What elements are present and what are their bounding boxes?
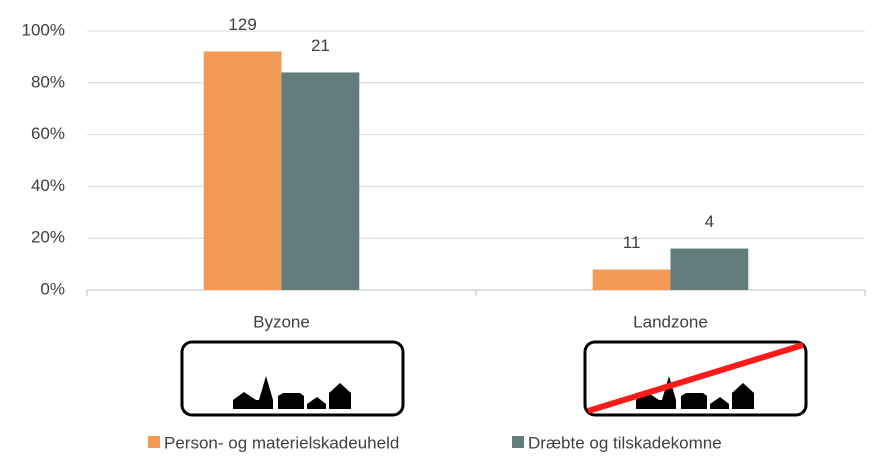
data-label: 4 [705,212,714,231]
bar [670,248,749,290]
byzone-sign [180,340,405,417]
bar [281,72,360,290]
bar [592,269,671,290]
y-tick-label: 100% [22,20,65,39]
data-label: 11 [623,233,641,252]
x-tick-label: Byzone [253,312,310,331]
data-label: 21 [311,36,330,55]
data-label: 129 [228,15,256,34]
legend-swatch [148,436,160,448]
legend-swatch [512,436,524,448]
y-tick-label: 20% [31,228,65,247]
y-tick-label: 40% [31,176,65,195]
bar [203,51,282,290]
landzone-sign [583,340,808,417]
y-tick-label: 0% [40,279,65,298]
y-tick-label: 60% [31,124,65,143]
x-tick-label: Landzone [633,312,708,331]
legend-label: Dræbte og tilskadekomne [528,433,722,452]
legend-label: Person- og materielskadeuheld [164,433,399,452]
y-tick-label: 80% [31,72,65,91]
